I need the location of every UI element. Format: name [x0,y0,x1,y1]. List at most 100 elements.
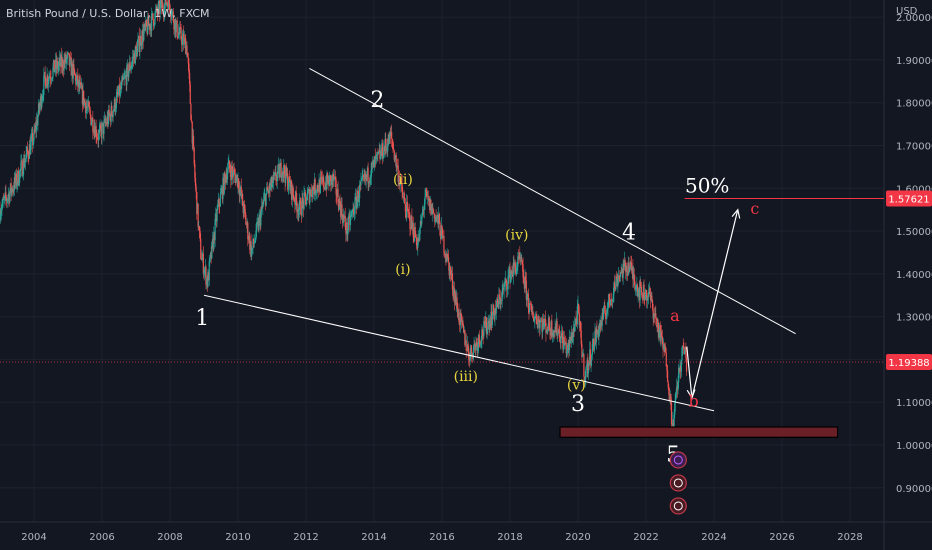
candle-body [593,344,595,351]
candle-body [559,341,561,344]
candle-body [436,215,439,217]
candle-body [630,262,632,263]
candle-body [672,419,674,429]
candle-body [263,196,265,201]
candle-body [436,216,438,219]
candle-body [54,59,57,70]
candle-body [291,180,293,200]
candle-body [505,278,507,282]
candle-body [394,155,397,160]
wave-label: 4 [622,221,636,246]
candle-body [496,298,498,307]
candle-body [106,116,108,125]
candles [0,0,688,437]
candle-body [77,75,79,87]
candle-body [183,33,185,45]
candle-body [314,179,316,194]
candle-body [326,173,329,183]
candle-body [579,321,581,325]
candle-body [305,197,307,205]
candle-body [563,337,565,350]
candle-body [207,272,209,287]
candle-body [648,291,650,297]
candle-body [240,186,242,197]
candle-body [239,189,241,196]
candle-body [35,125,37,130]
candle-body [337,189,339,204]
candle-body [52,67,54,78]
candle-body [527,293,529,309]
candle-body [510,271,512,274]
candle-body [128,62,131,71]
candle-body [646,296,648,301]
candle-body [184,38,186,39]
candle-body [501,290,503,301]
candle-body [513,262,516,267]
y-tick-label: 1.30000 [896,313,932,324]
candle-body [323,177,325,188]
candle-body [145,20,147,27]
candle-body [26,147,28,155]
candle-body [570,332,573,340]
candle-body [593,338,595,351]
candle-body [486,329,488,334]
candle-body [669,393,671,401]
candle-body [598,329,600,338]
candle-body [230,166,233,181]
candle-body [415,236,417,238]
wave-label: (iv) [505,228,528,244]
candle-body [306,193,308,201]
candle-body [173,21,175,30]
candle-body [141,44,143,46]
candle-body [357,190,359,200]
candle-body [98,129,100,134]
uk-flag-icon [669,474,687,492]
candle-body [224,172,226,177]
candle-body [462,320,464,326]
candle-body [75,78,78,85]
candle-body [66,54,68,60]
candle-body [675,392,677,395]
candle-body [602,308,605,319]
candle-body [578,313,580,325]
candle-body [591,343,593,355]
y-tick-label: 1.60000 [896,184,932,195]
candle-body [185,38,187,55]
candle-body [17,170,19,185]
candle-body [97,137,99,141]
candle-body [153,24,155,26]
candle-body [76,75,78,79]
candle-body [204,267,206,270]
candle-body [124,75,127,76]
candle-body [442,236,444,239]
currency-label: USD [896,6,918,17]
candle-body [42,95,44,96]
candle-body [148,23,150,27]
candle-body [678,367,680,383]
candle-body [543,323,545,328]
candle-body [71,63,73,76]
candle-body [615,276,618,278]
candle-body [677,382,679,391]
candle-body [189,84,191,104]
candle-body [197,203,199,227]
candle-body [169,4,171,14]
candle-body [30,141,32,155]
candle-body [277,165,279,174]
candle-body [640,286,643,293]
candle-body [457,308,459,317]
candle-body [536,317,538,324]
candle-body [96,137,99,138]
candle-body [564,342,566,345]
candle-body [57,66,59,70]
candle-body [390,132,392,136]
candle-body [457,309,459,317]
candle-body [494,308,496,320]
candle-body [517,256,520,259]
candle-body [602,312,604,319]
candle-body [41,95,44,100]
candle-body [285,166,287,176]
candle-body [419,220,422,228]
candle-body [570,339,572,344]
